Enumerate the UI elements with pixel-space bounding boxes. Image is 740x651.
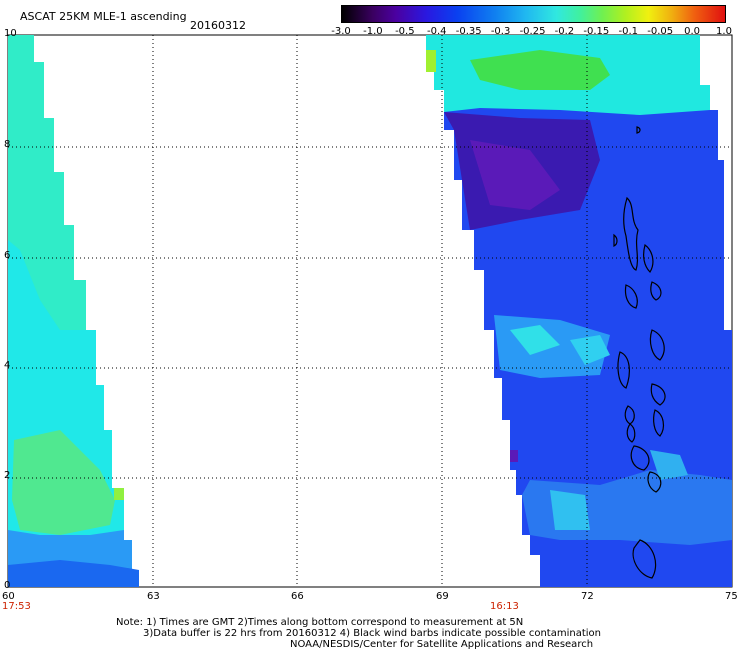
note-line-1: Note: 1) Times are GMT 2)Times along bot… — [116, 617, 524, 628]
right-swath-lime — [426, 50, 436, 72]
x-tick-63: 63 — [147, 591, 160, 602]
right-swath — [426, 35, 732, 587]
left-swath-teal — [8, 35, 86, 330]
note-line-3: NOAA/NESDIS/Center for Satellite Applica… — [290, 639, 594, 650]
colorbar-label: -0.4 — [426, 26, 447, 37]
left-swath — [8, 35, 139, 587]
grid-lines — [8, 35, 732, 587]
colorbar-label: 1.0 — [716, 26, 732, 37]
left-swath-lime — [114, 488, 124, 500]
x-tick-69: 69 — [436, 591, 449, 602]
colorbar-label: -1.0 — [363, 26, 383, 37]
colorbar — [341, 5, 726, 23]
colorbar-label: -3.0 — [331, 26, 351, 37]
colorbar-label: -0.5 — [395, 26, 415, 37]
pass-time-left: 17:53 — [2, 601, 31, 612]
y-tick-10: 10 — [4, 28, 17, 39]
x-tick-60: 60 — [2, 591, 15, 602]
x-tick-66: 66 — [291, 591, 304, 602]
x-tick-72: 72 — [581, 591, 594, 602]
x-tick-75: 75 — [725, 591, 738, 602]
y-tick-2: 2 — [4, 470, 11, 481]
product-title: ASCAT 25KM MLE-1 ascending — [20, 10, 187, 23]
colorbar-label: -0.2 — [554, 26, 575, 37]
colorbar-label: -0.1 — [618, 26, 639, 37]
right-swath-green — [470, 50, 610, 90]
y-tick-0: 0 — [4, 580, 11, 591]
left-swath-blue — [8, 560, 139, 587]
left-swath-green — [12, 430, 115, 535]
colorbar-labels: -3.0 -1.0 -0.5 -0.4 -0.35 -0.3 -0.25 -0.2 -0.15-… — [331, 26, 732, 38]
right-swath-cyan-spot3 — [550, 490, 590, 530]
colorbar-label: -0.25 — [519, 26, 546, 37]
y-tick-6: 6 — [4, 250, 11, 261]
note-line-2: 3)Data buffer is 22 hrs from 20160312 4)… — [143, 628, 601, 639]
colorbar-label: -0.15 — [583, 26, 610, 37]
island-outlines — [613, 126, 666, 579]
pass-time-right: 16:13 — [490, 601, 519, 612]
y-tick-8: 8 — [4, 139, 11, 150]
right-swath-cyan-spot4 — [650, 450, 688, 480]
colorbar-label: -0.3 — [490, 26, 511, 37]
colorbar-label: 0.0 — [684, 26, 701, 37]
y-tick-4: 4 — [4, 360, 11, 371]
colorbar-label: -0.05 — [647, 26, 674, 37]
colorbar-label: -0.35 — [455, 26, 482, 37]
right-swath-cyan-spot2 — [570, 335, 610, 365]
right-swath-cyan-spot1 — [510, 325, 560, 355]
product-date: 20160312 — [190, 19, 246, 32]
right-swath-purple-spot — [510, 450, 518, 462]
right-swath-violet — [470, 140, 560, 210]
